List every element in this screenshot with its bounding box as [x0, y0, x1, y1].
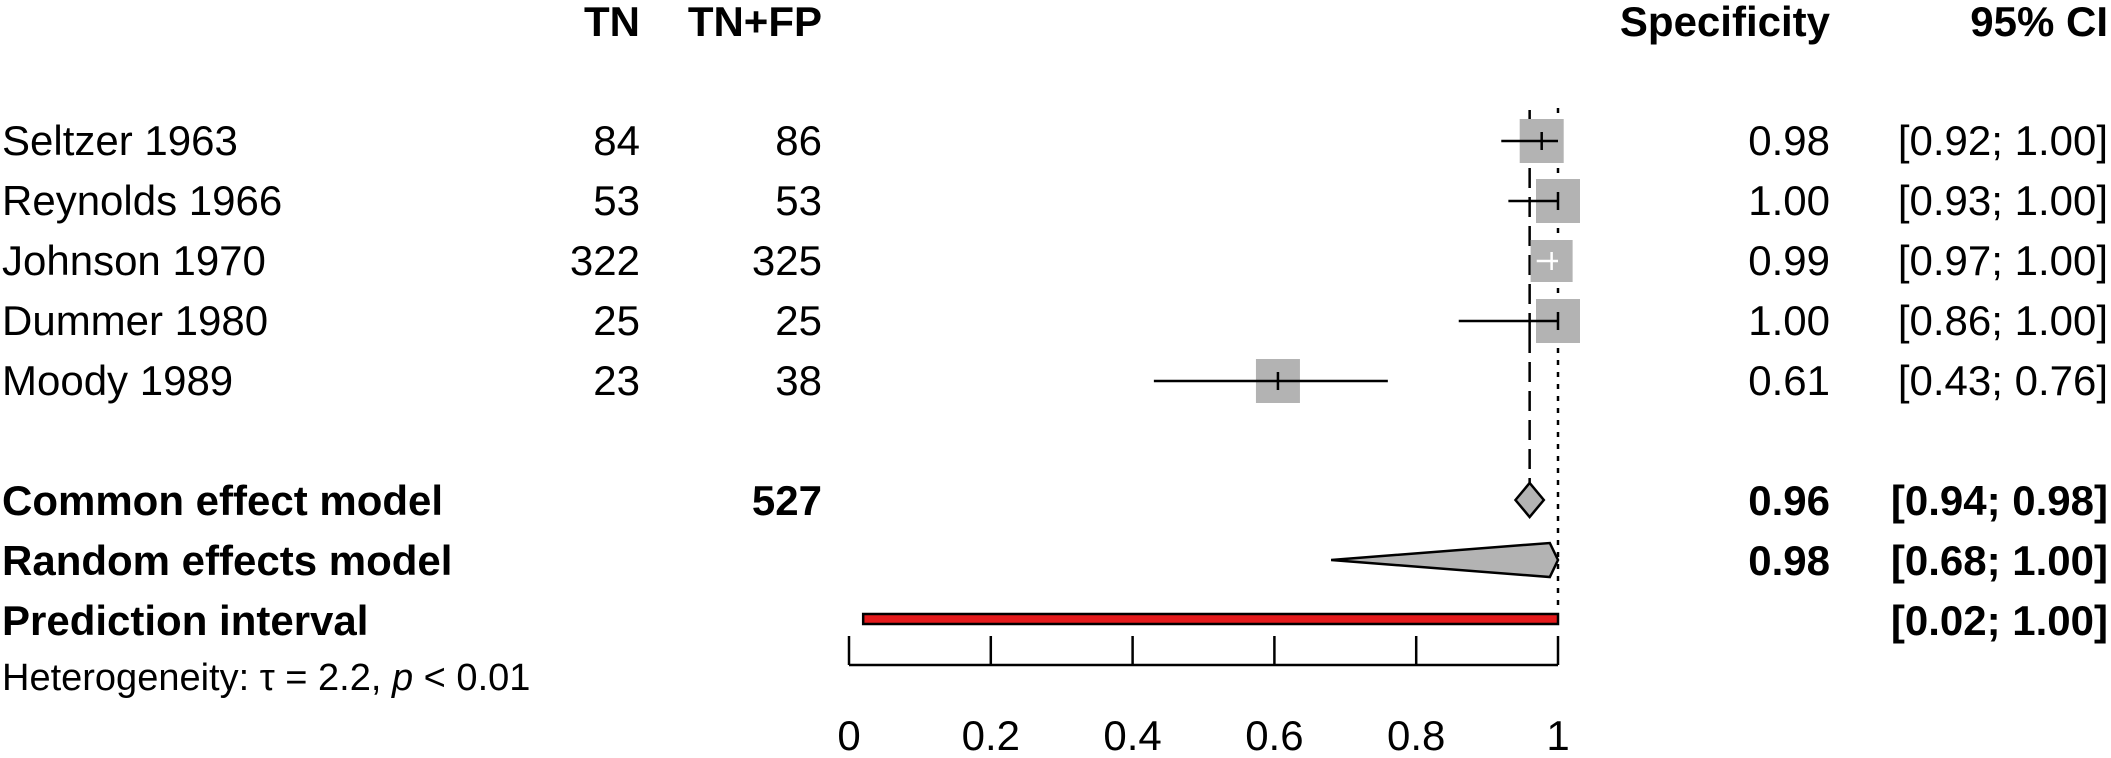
common-effect-diamond — [1513, 481, 1546, 519]
study-tn-fp: 53 — [775, 177, 822, 224]
study-tn-fp: 25 — [775, 297, 822, 344]
x-tick-label: 0 — [837, 712, 860, 758]
prediction-interval-label: Prediction interval — [2, 597, 368, 644]
common-effect-total: 527 — [752, 477, 822, 524]
study-row: Moody 1989 23 38 0.61 [0.43; 0.76] — [2, 357, 2108, 404]
study-label: Reynolds 1966 — [2, 177, 282, 224]
random-effects-ci: [0.68; 1.00] — [1891, 537, 2108, 584]
study-row: Dummer 1980 25 25 1.00 [0.86; 1.00] — [2, 297, 2108, 344]
study-row: Reynolds 1966 53 53 1.00 [0.93; 1.00] — [2, 177, 2108, 224]
header-tn-fp: TN+FP — [688, 0, 822, 45]
study-ci: [0.43; 0.76] — [1898, 357, 2108, 404]
prediction-interval-ci: [0.02; 1.00] — [1891, 597, 2108, 644]
study-ci: [0.86; 1.00] — [1898, 297, 2108, 344]
common-effect-specificity: 0.96 — [1748, 477, 1830, 524]
random-effects-label: Random effects model — [2, 537, 452, 584]
study-row: Johnson 1970 322 325 0.99 [0.97; 1.00] — [2, 237, 2108, 284]
study-label: Seltzer 1963 — [2, 117, 238, 164]
x-tick-label: 0.4 — [1103, 712, 1161, 758]
random-effects-specificity: 0.98 — [1748, 537, 1830, 584]
study-ci: [0.92; 1.00] — [1898, 117, 2108, 164]
p-value: < 0.01 — [413, 657, 530, 699]
study-specificity: 0.61 — [1748, 357, 1830, 404]
heterogeneity-text: Heterogeneity: τ = 2.2, p < 0.01 — [2, 657, 530, 699]
x-axis: 0 0.2 0.4 0.6 0.8 1 — [837, 636, 1570, 758]
study-tn: 23 — [593, 357, 640, 404]
study-specificity: 1.00 — [1748, 297, 1830, 344]
study-tn-fp: 38 — [775, 357, 822, 404]
study-specificity: 1.00 — [1748, 177, 1830, 224]
study-label: Johnson 1970 — [2, 237, 266, 284]
study-rows: Seltzer 1963 84 86 0.98 [0.92; 1.00] Rey… — [2, 117, 2108, 404]
study-specificity: 0.99 — [1748, 237, 1830, 284]
p-symbol: p — [391, 657, 413, 699]
study-ci: [0.93; 1.00] — [1898, 177, 2108, 224]
study-tn: 25 — [593, 297, 640, 344]
common-effect-label: Common effect model — [2, 477, 443, 524]
header-tn: TN — [584, 0, 640, 45]
plot-marks — [861, 108, 1580, 626]
x-tick-label: 0.6 — [1245, 712, 1303, 758]
study-ci: [0.97; 1.00] — [1898, 237, 2108, 284]
study-tn-fp: 86 — [775, 117, 822, 164]
x-tick-label: 0.8 — [1387, 712, 1445, 758]
study-tn: 53 — [593, 177, 640, 224]
study-tn: 322 — [570, 237, 640, 284]
study-label: Moody 1989 — [2, 357, 233, 404]
study-tn: 84 — [593, 117, 640, 164]
study-label: Dummer 1980 — [2, 297, 268, 344]
common-effect-ci: [0.94; 0.98] — [1891, 477, 2108, 524]
study-tn-fp: 325 — [752, 237, 822, 284]
tau-value: = 2.2, — [275, 657, 392, 699]
header-specificity: Specificity — [1620, 0, 1831, 45]
header-ci: 95% CI — [1970, 0, 2108, 45]
x-tick-label: 1 — [1546, 712, 1569, 758]
x-tick-label: 0.2 — [962, 712, 1020, 758]
heterogeneity-prefix: Heterogeneity: — [2, 657, 260, 699]
random-effects-diamond — [1331, 541, 1560, 579]
study-row: Seltzer 1963 84 86 0.98 [0.92; 1.00] — [2, 117, 2108, 164]
tau-symbol: τ — [260, 657, 275, 699]
prediction-interval-bar — [861, 612, 1560, 626]
study-specificity: 0.98 — [1748, 117, 1830, 164]
